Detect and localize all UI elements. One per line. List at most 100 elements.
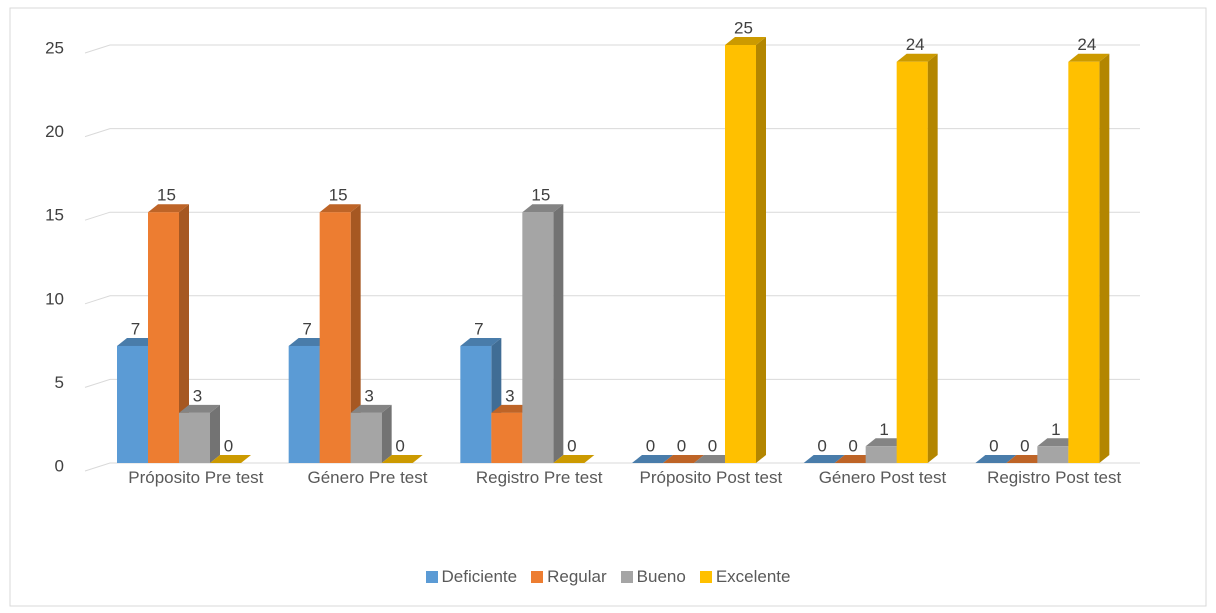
value-label: 24 bbox=[906, 35, 925, 54]
bar-side bbox=[1099, 53, 1110, 463]
grid-line bbox=[84, 128, 1140, 138]
grid-line bbox=[84, 211, 1140, 221]
bar-front bbox=[522, 212, 554, 463]
bar-front bbox=[491, 412, 523, 463]
bar-front bbox=[117, 345, 148, 463]
grid-line bbox=[84, 378, 1140, 388]
bar-front bbox=[725, 45, 756, 463]
x-tick-label: Próposito Pre test bbox=[128, 468, 264, 487]
value-label: 1 bbox=[879, 420, 888, 439]
value-label: 15 bbox=[531, 186, 550, 205]
bar bbox=[803, 455, 845, 463]
y-tick-label: 10 bbox=[45, 289, 64, 308]
bar bbox=[553, 455, 595, 463]
x-tick-label: Registro Pre test bbox=[475, 468, 603, 487]
bar-top bbox=[381, 455, 423, 463]
bar-front bbox=[179, 412, 210, 463]
legend-item: Regular bbox=[531, 567, 607, 587]
bar-top bbox=[834, 455, 876, 463]
bar-top bbox=[148, 204, 189, 213]
value-label: 1 bbox=[1051, 420, 1060, 439]
bar-top bbox=[319, 204, 361, 213]
legend-label: Regular bbox=[547, 567, 607, 586]
grid-line bbox=[84, 44, 1140, 54]
bar bbox=[896, 53, 938, 463]
grid-line bbox=[84, 462, 1140, 472]
value-label: 24 bbox=[1077, 35, 1096, 54]
bar-top bbox=[210, 455, 251, 463]
bar-top bbox=[117, 337, 158, 346]
bar-front bbox=[460, 345, 492, 463]
bar-front bbox=[319, 212, 351, 463]
bar-side bbox=[381, 404, 392, 463]
bar-top bbox=[632, 455, 673, 463]
value-label: 3 bbox=[193, 386, 202, 405]
value-label: 0 bbox=[817, 436, 826, 455]
value-label: 15 bbox=[157, 186, 176, 205]
bar-side bbox=[350, 204, 361, 463]
legend-swatch bbox=[620, 571, 633, 583]
bar-top bbox=[522, 204, 564, 213]
value-label: 7 bbox=[302, 319, 311, 338]
bar bbox=[381, 455, 423, 463]
y-tick-label: 15 bbox=[45, 206, 64, 225]
bar bbox=[1068, 53, 1110, 463]
legend-item: Deficiente bbox=[425, 567, 518, 587]
bar-top bbox=[694, 455, 735, 463]
bar-top bbox=[975, 455, 1017, 463]
bar-front bbox=[896, 61, 928, 463]
bar-top bbox=[553, 455, 595, 463]
bar-side bbox=[927, 53, 938, 463]
value-label: 0 bbox=[677, 436, 686, 455]
bar-top bbox=[460, 337, 502, 346]
bar-top bbox=[896, 53, 938, 62]
bar-front bbox=[288, 345, 320, 463]
bar-top bbox=[865, 438, 907, 447]
bar bbox=[210, 455, 251, 463]
bar-top bbox=[1037, 438, 1079, 447]
value-label: 7 bbox=[131, 319, 140, 338]
bar-side bbox=[210, 404, 220, 463]
legend-item: Bueno bbox=[620, 567, 686, 587]
y-tick-label: 0 bbox=[55, 456, 64, 475]
bar-top bbox=[288, 337, 330, 346]
bar bbox=[975, 455, 1017, 463]
bar bbox=[148, 204, 189, 463]
bar bbox=[522, 204, 564, 463]
y-tick-label: 5 bbox=[55, 373, 64, 392]
bar-top bbox=[725, 37, 766, 45]
bar-top bbox=[1068, 53, 1110, 62]
bar-front bbox=[865, 446, 897, 463]
bar-side bbox=[179, 204, 189, 463]
bar bbox=[179, 404, 220, 463]
x-tick-label: Género Pre test bbox=[307, 468, 428, 487]
y-tick-label: 20 bbox=[45, 122, 64, 141]
bar bbox=[350, 404, 392, 463]
value-label: 0 bbox=[395, 436, 404, 455]
bar-front bbox=[1068, 61, 1100, 463]
x-tick-label: Género Post test bbox=[818, 468, 947, 487]
legend: Deficiente Regular Bueno Excelente bbox=[0, 567, 1216, 587]
bar-top bbox=[803, 455, 845, 463]
grid-line bbox=[84, 295, 1140, 305]
legend-label: Excelente bbox=[715, 567, 791, 586]
legend-label: Bueno bbox=[636, 567, 686, 586]
bar-side bbox=[756, 37, 766, 463]
bar-top bbox=[179, 404, 220, 413]
bar bbox=[694, 455, 735, 463]
bar-front bbox=[148, 212, 179, 463]
legend-swatch bbox=[425, 571, 438, 583]
bar bbox=[834, 455, 876, 463]
bar bbox=[319, 204, 361, 463]
value-label: 0 bbox=[224, 436, 233, 455]
bar-top bbox=[663, 455, 704, 463]
y-tick-label: 25 bbox=[45, 38, 64, 57]
value-label: 0 bbox=[989, 436, 998, 455]
legend-label: Deficiente bbox=[441, 567, 518, 586]
bar bbox=[632, 455, 673, 463]
bar bbox=[1006, 455, 1048, 463]
value-label: 0 bbox=[708, 436, 717, 455]
value-label: 3 bbox=[505, 386, 514, 405]
